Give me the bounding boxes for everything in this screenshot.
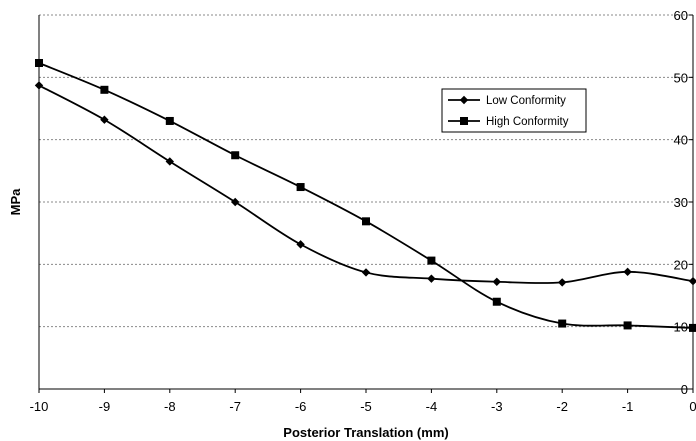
y-tick-label-6: 60 <box>674 8 688 23</box>
legend-marker-low-conformity <box>459 95 469 105</box>
x-tick-label-8: -2 <box>556 399 568 414</box>
data-point-high-conformity-8 <box>558 319 567 328</box>
data-point-low-conformity-3 <box>231 197 240 207</box>
y-tick-label-4: 40 <box>674 133 688 148</box>
series-group <box>34 58 696 332</box>
data-point-low-conformity-1 <box>100 115 109 124</box>
data-point-high-conformity-9 <box>623 321 632 330</box>
data-point-low-conformity-6 <box>427 274 436 283</box>
data-point-high-conformity-10 <box>689 323 696 332</box>
data-point-high-conformity-1 <box>100 85 109 94</box>
data-point-low-conformity-0 <box>34 81 44 90</box>
x-tick-label-6: -4 <box>426 399 438 414</box>
x-tick-label-5: -5 <box>360 399 372 414</box>
data-point-low-conformity-5 <box>361 268 371 277</box>
legend-label-high-conformity: High Conformity <box>486 116 569 128</box>
data-point-low-conformity-9 <box>623 267 632 277</box>
series-line-high-conformity <box>38 62 694 329</box>
gridlines <box>39 14 693 328</box>
y-tick-label-2: 20 <box>674 257 688 272</box>
data-point-high-conformity-2 <box>165 116 174 125</box>
data-point-high-conformity-5 <box>362 217 370 226</box>
x-tick-label-3: -7 <box>229 399 241 414</box>
legend: Low Conformity High Conformity <box>441 88 587 133</box>
data-point-low-conformity-8 <box>558 278 567 287</box>
x-axis-title: Posterior Translation (mm) <box>283 425 448 440</box>
x-tick-label-0: -10 <box>30 399 49 414</box>
legend-marker-high-conformity <box>460 117 468 125</box>
series-line-low-conformity <box>38 84 694 285</box>
data-point-high-conformity-3 <box>231 151 240 160</box>
data-point-high-conformity-4 <box>296 183 305 192</box>
data-point-high-conformity-7 <box>492 297 501 306</box>
y-axis-title: MPa <box>8 188 23 216</box>
x-tick-label-4: -6 <box>295 399 307 414</box>
data-point-high-conformity-6 <box>427 256 436 265</box>
data-point-low-conformity-2 <box>165 157 174 166</box>
y-tick-label-1: 10 <box>674 320 688 335</box>
x-tick-label-9: -1 <box>622 399 634 414</box>
x-tick-label-2: -8 <box>164 399 176 414</box>
x-tick-label-1: -9 <box>99 399 111 414</box>
x-tick-label-7: -3 <box>491 399 503 414</box>
x-tick-label-10: 0 <box>689 399 696 414</box>
axes <box>38 14 694 393</box>
data-point-low-conformity-7 <box>492 277 501 286</box>
data-point-high-conformity-0 <box>35 58 43 67</box>
data-point-low-conformity-4 <box>296 240 305 249</box>
y-tick-label-5: 50 <box>674 70 688 85</box>
y-tick-label-3: 30 <box>674 195 688 210</box>
y-tick-label-0: 0 <box>681 382 688 397</box>
legend-label-low-conformity: Low Conformity <box>486 95 566 107</box>
data-point-low-conformity-10 <box>688 276 696 286</box>
